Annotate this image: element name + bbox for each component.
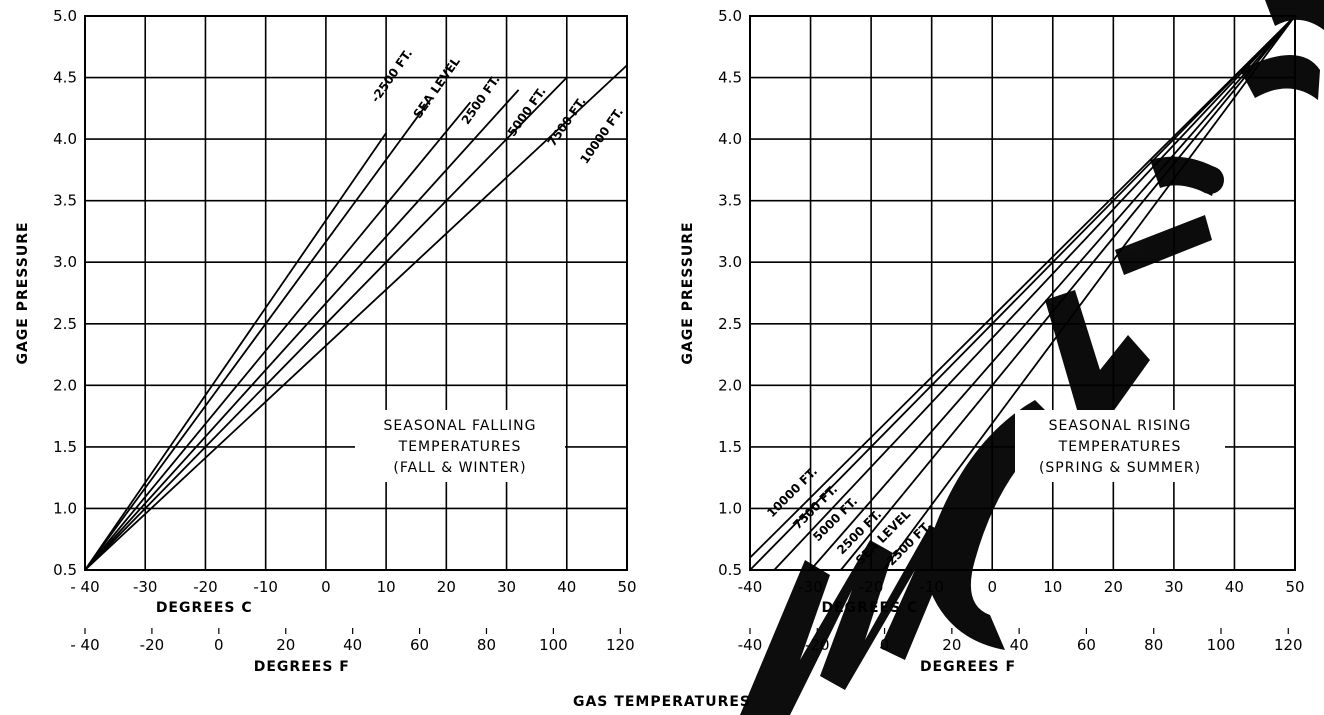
series-line <box>84 132 387 571</box>
x-tick-label: 10 <box>377 578 396 596</box>
series-label: SEA LEVEL <box>411 54 464 121</box>
x-tick-label: 50 <box>617 578 636 596</box>
f-tick-label: 60 <box>410 636 429 654</box>
f-tick-label: 60 <box>1077 636 1096 654</box>
x-axis-label-celsius: DEGREES C <box>821 600 918 616</box>
series-label: -2500 FT. <box>368 46 415 105</box>
f-tick-label: - 40 <box>70 636 99 654</box>
y-axis-label: GAGE PRESSURE <box>15 221 31 364</box>
series-label: 2500 FT. <box>459 72 503 126</box>
series-line <box>84 101 472 571</box>
rising-temperatures-chart: SEASONAL RISING TEMPERATURES (SPRING & SUM… <box>680 7 1305 675</box>
x-tick-label: -30 <box>133 578 158 596</box>
note-line: SEASONAL RISING <box>1049 418 1192 434</box>
note-line: TEMPERATURES <box>398 439 522 455</box>
y-tick-label: 4.0 <box>718 130 742 148</box>
series-line <box>84 76 568 571</box>
y-tick-label: 5.0 <box>718 7 742 25</box>
y-tick-label: 3.5 <box>53 192 77 210</box>
y-tick-label: 3.0 <box>53 253 77 271</box>
plot-frame <box>749 15 1296 571</box>
x-tick-label: 20 <box>437 578 456 596</box>
x-tick-label: 0 <box>987 578 997 596</box>
y-tick-label: 1.0 <box>718 499 742 517</box>
x-tick-label: 10 <box>1043 578 1062 596</box>
series-line <box>773 15 1296 571</box>
x-tick-label: 40 <box>1225 578 1244 596</box>
y-tick-label: 4.5 <box>53 69 77 87</box>
x-tick-label: 20 <box>1104 578 1123 596</box>
y-tick-label: 5.0 <box>53 7 77 25</box>
series-line <box>84 89 520 571</box>
f-tick-label: 80 <box>1144 636 1163 654</box>
x-tick-label: -10 <box>919 578 944 596</box>
note-line: SEASONAL FALLING <box>384 418 537 434</box>
x-tick-label: - 40 <box>70 578 99 596</box>
x-tick-label: -20 <box>193 578 218 596</box>
y-tick-label: 0.5 <box>718 561 742 579</box>
common-x-axis-label: GAS TEMPERATURES <box>573 694 751 710</box>
x-tick-label: 30 <box>497 578 516 596</box>
y-tick-label: 2.0 <box>53 376 77 394</box>
y-tick-label: 3.5 <box>718 192 742 210</box>
note-line: TEMPERATURES <box>1058 439 1182 455</box>
y-tick-label: 2.5 <box>718 315 742 333</box>
y-axis-label: GAGE PRESSURE <box>680 221 696 364</box>
note-line: (SPRING & SUMMER) <box>1039 460 1201 476</box>
series-line <box>749 15 1296 559</box>
series-line <box>84 101 429 571</box>
x-axis-label-fahrenheit: DEGREES F <box>254 659 350 675</box>
x-tick-label: 30 <box>1164 578 1183 596</box>
f-tick-label: -40 <box>738 636 763 654</box>
x-axis-label-fahrenheit: DEGREES F <box>920 659 1016 675</box>
f-tick-label: 100 <box>1207 636 1236 654</box>
watermark <box>740 0 1324 715</box>
series-line <box>809 15 1296 571</box>
f-tick-label: -20 <box>140 636 165 654</box>
x-tick-label: 40 <box>557 578 576 596</box>
f-tick-label: 100 <box>539 636 568 654</box>
f-tick-label: 20 <box>942 636 961 654</box>
series-line <box>749 15 1296 571</box>
f-tick-label: 20 <box>276 636 295 654</box>
series-label: 10000 FT. <box>577 105 626 166</box>
f-tick-label: 0 <box>214 636 224 654</box>
series-line <box>840 15 1296 571</box>
x-tick-label: -20 <box>859 578 884 596</box>
f-tick-label: 40 <box>1010 636 1029 654</box>
series-line <box>84 64 628 571</box>
x-tick-label: 0 <box>321 578 331 596</box>
f-tick-label: 0 <box>880 636 890 654</box>
y-tick-label: 1.0 <box>53 499 77 517</box>
y-tick-label: 0.5 <box>53 561 77 579</box>
y-tick-label: 1.5 <box>718 438 742 456</box>
x-tick-label: 50 <box>1285 578 1304 596</box>
y-tick-label: 2.5 <box>53 315 77 333</box>
plot-frame <box>84 15 628 571</box>
x-tick-label: -40 <box>738 578 763 596</box>
y-tick-label: 2.0 <box>718 376 742 394</box>
y-tick-label: 4.5 <box>718 69 742 87</box>
y-tick-label: 1.5 <box>53 438 77 456</box>
f-tick-label: 120 <box>606 636 635 654</box>
x-tick-label: -10 <box>253 578 278 596</box>
f-tick-label: 80 <box>477 636 496 654</box>
f-tick-label: 120 <box>1274 636 1303 654</box>
f-tick-label: 40 <box>343 636 362 654</box>
series-line <box>882 15 1296 571</box>
x-axis-label-celsius: DEGREES C <box>156 600 253 616</box>
note-background <box>355 410 565 482</box>
note-line: (FALL & WINTER) <box>393 460 526 476</box>
y-tick-label: 3.0 <box>718 253 742 271</box>
note-background <box>1015 410 1225 482</box>
falling-temperatures-chart: SEASONAL FALLING TEMPERATURES (FALL & WINT… <box>15 7 637 675</box>
y-tick-label: 4.0 <box>53 130 77 148</box>
series-label: 5000 FT. <box>505 84 549 138</box>
x-tick-label: -30 <box>798 578 823 596</box>
f-tick-label: -20 <box>805 636 830 654</box>
